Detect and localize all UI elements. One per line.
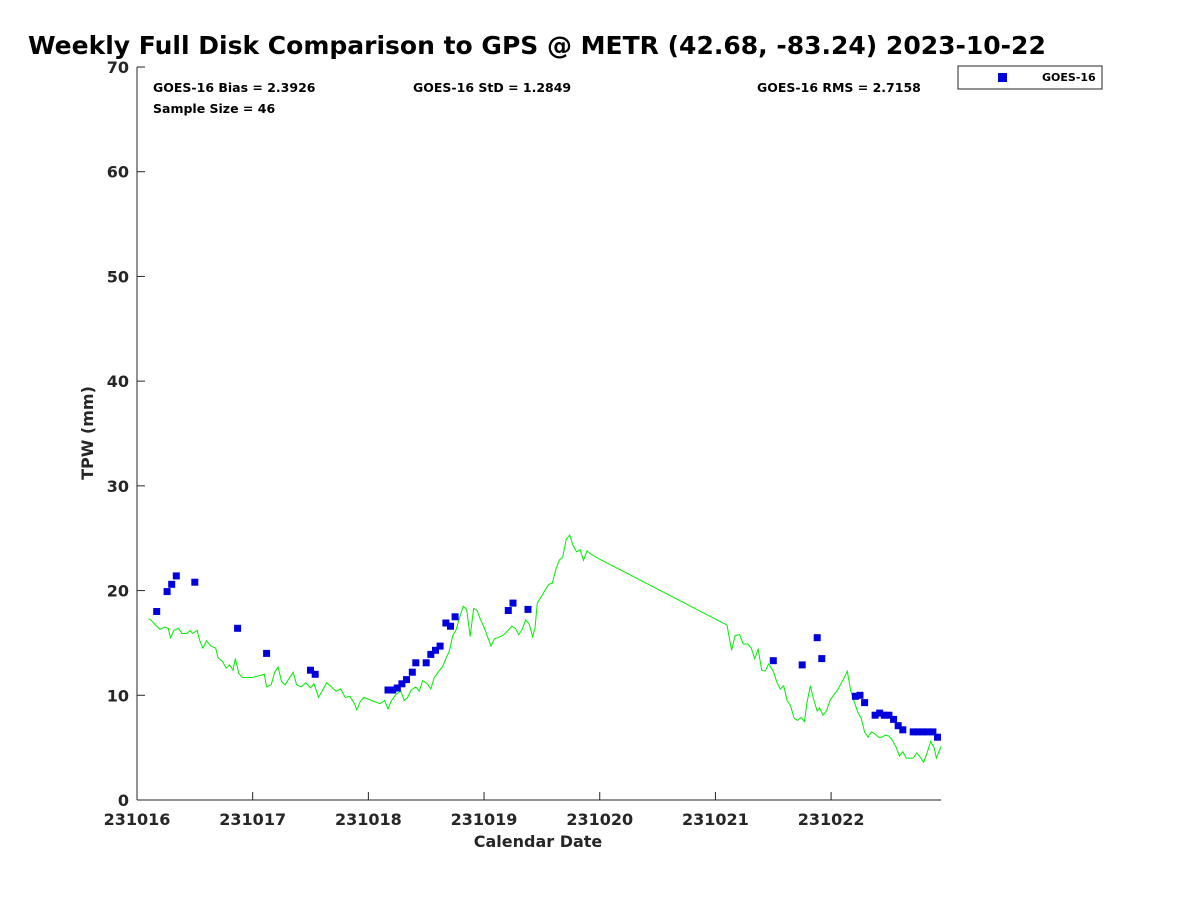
x-tick-label: 231018 [335,810,402,829]
goes16-point [856,691,864,699]
goes16-point [163,588,171,596]
std-stat: GOES-16 StD = 1.2849 [413,80,571,95]
x-axis-label: Calendar Date [474,832,603,851]
y-tick-label: 30 [107,477,129,496]
gps-line-group [148,534,942,764]
y-axis-label: TPW (mm) [78,386,97,480]
y-tick-label: 10 [107,686,129,705]
goes16-point [172,572,180,580]
legend-marker-goes16 [998,73,1007,82]
goes16-point [919,728,926,736]
goes16-points-group [153,572,941,741]
x-tick-label: 231016 [104,810,171,829]
goes16-point [389,686,397,694]
goes16-point [894,722,902,730]
x-tick-label: 231021 [682,810,749,829]
y-tick-label: 70 [107,58,129,77]
goes16-point [403,676,410,684]
goes16-point [899,726,907,734]
bias-stat: GOES-16 Bias = 2.3926 [153,80,316,95]
goes16-point [168,580,176,588]
goes16-point [929,728,937,736]
goes16-point [885,711,893,719]
x-tick-label: 231019 [451,810,518,829]
goes16-point [393,684,401,692]
sample-size-stat: Sample Size = 46 [153,101,275,116]
goes16-point [451,613,459,621]
y-tick-label: 0 [118,791,129,810]
goes16-point [798,661,806,669]
goes16-point [398,680,406,688]
x-tick-label: 231017 [219,810,286,829]
goes16-point [504,607,512,614]
y-tick-label: 60 [107,163,129,182]
legend-box [957,65,1103,90]
y-tick-label: 50 [107,267,129,286]
goes16-point [447,622,454,630]
goes16-point [813,634,821,642]
goes16-point [436,642,444,650]
goes16-point [307,666,314,674]
goes16-point [191,578,199,586]
goes16-point [909,728,917,736]
goes16-point [311,670,319,678]
goes16-point [153,608,161,615]
goes16-point [934,733,941,741]
goes16-point [851,692,859,700]
y-axis-ticks: 0 10 20 30 40 50 60 70 [107,58,145,810]
x-tick-label: 231020 [566,810,633,829]
goes16-point [880,711,888,719]
plot-area [137,67,941,800]
gps-tpw-line [148,534,942,764]
goes16-point [871,711,879,719]
goes16-point [384,686,392,694]
legend-label-goes16: GOES-16 [1042,71,1096,84]
goes16-point [263,649,271,657]
goes16-point [818,655,826,663]
goes16-point [509,599,517,607]
goes16-point [427,650,435,658]
x-axis-ticks: 231016 231017 231018 231019 231020 231021 2310… [104,792,865,829]
y-tick-label: 20 [107,582,129,601]
goes16-point [234,624,242,632]
goes16-point [769,657,777,665]
goes16-point [861,699,869,707]
goes16-point [432,646,439,654]
goes16-point [442,619,450,627]
goes16-point [923,728,931,736]
rms-stat: GOES-16 RMS = 2.7158 [757,80,921,95]
goes16-point [524,605,532,613]
goes16-point [890,715,898,723]
goes16-point [422,659,430,667]
y-tick-label: 40 [107,372,129,391]
x-tick-label: 231022 [798,810,865,829]
chart-title: Weekly Full Disk Comparison to GPS @ MET… [28,31,1046,60]
goes16-point [914,728,922,736]
goes16-point [876,709,884,717]
legend: GOES-16 [957,65,1103,90]
goes16-point [408,668,416,676]
goes16-point [412,659,420,667]
